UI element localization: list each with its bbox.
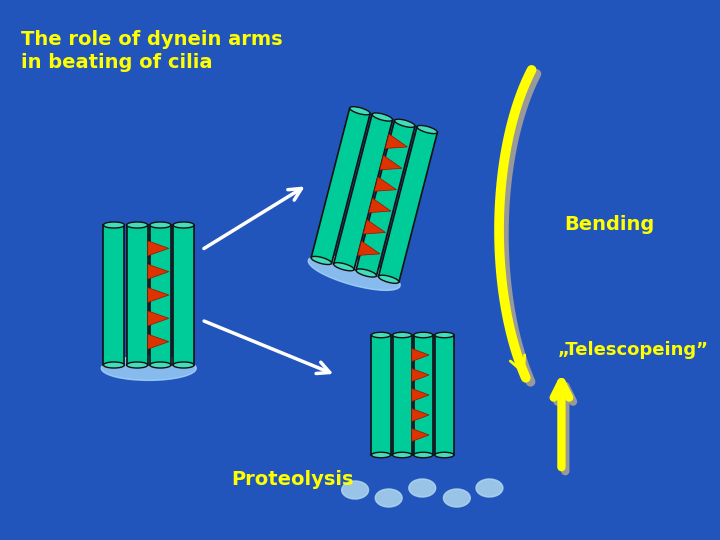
Polygon shape [379,127,437,282]
Polygon shape [150,225,171,365]
Ellipse shape [414,453,433,458]
Ellipse shape [333,262,354,271]
Ellipse shape [356,269,377,277]
Polygon shape [333,114,392,269]
Polygon shape [358,241,380,255]
Polygon shape [372,335,391,455]
Polygon shape [148,264,168,279]
Ellipse shape [375,489,402,507]
Polygon shape [385,134,408,148]
Polygon shape [435,335,454,455]
Ellipse shape [379,275,399,284]
Ellipse shape [392,332,412,338]
Polygon shape [127,225,148,365]
Polygon shape [412,388,429,402]
Ellipse shape [435,453,454,458]
Polygon shape [369,198,391,213]
Text: „Telescopeing”: „Telescopeing” [558,341,709,359]
Polygon shape [311,108,370,264]
Ellipse shape [104,362,125,368]
Polygon shape [412,368,429,381]
Polygon shape [412,429,429,442]
Ellipse shape [104,222,125,228]
Polygon shape [379,156,402,170]
Ellipse shape [173,362,194,368]
Ellipse shape [435,332,454,338]
Ellipse shape [409,479,436,497]
Ellipse shape [150,222,171,228]
Ellipse shape [395,119,415,127]
Ellipse shape [102,356,197,380]
Ellipse shape [127,362,148,368]
Text: Bending: Bending [564,215,654,234]
Polygon shape [374,177,397,191]
Ellipse shape [372,332,391,338]
Ellipse shape [372,113,392,121]
Ellipse shape [150,362,171,368]
Ellipse shape [444,489,470,507]
Text: Proteolysis: Proteolysis [231,470,354,489]
Polygon shape [363,220,385,234]
Polygon shape [148,311,168,326]
Polygon shape [392,335,412,455]
Ellipse shape [308,256,400,291]
Polygon shape [356,120,415,276]
Polygon shape [148,287,168,302]
Ellipse shape [476,479,503,497]
Ellipse shape [417,125,438,133]
Ellipse shape [311,256,332,265]
Ellipse shape [173,222,194,228]
Text: The role of dynein arms
in beating of cilia: The role of dynein arms in beating of ci… [21,30,283,72]
Polygon shape [173,225,194,365]
Polygon shape [412,408,429,422]
Ellipse shape [350,107,370,115]
Ellipse shape [414,332,433,338]
Polygon shape [412,348,429,361]
Polygon shape [414,335,433,455]
Polygon shape [148,334,168,349]
Ellipse shape [392,453,412,458]
Ellipse shape [372,453,391,458]
Polygon shape [148,241,168,256]
Ellipse shape [127,222,148,228]
Ellipse shape [342,481,369,499]
Polygon shape [104,225,125,365]
